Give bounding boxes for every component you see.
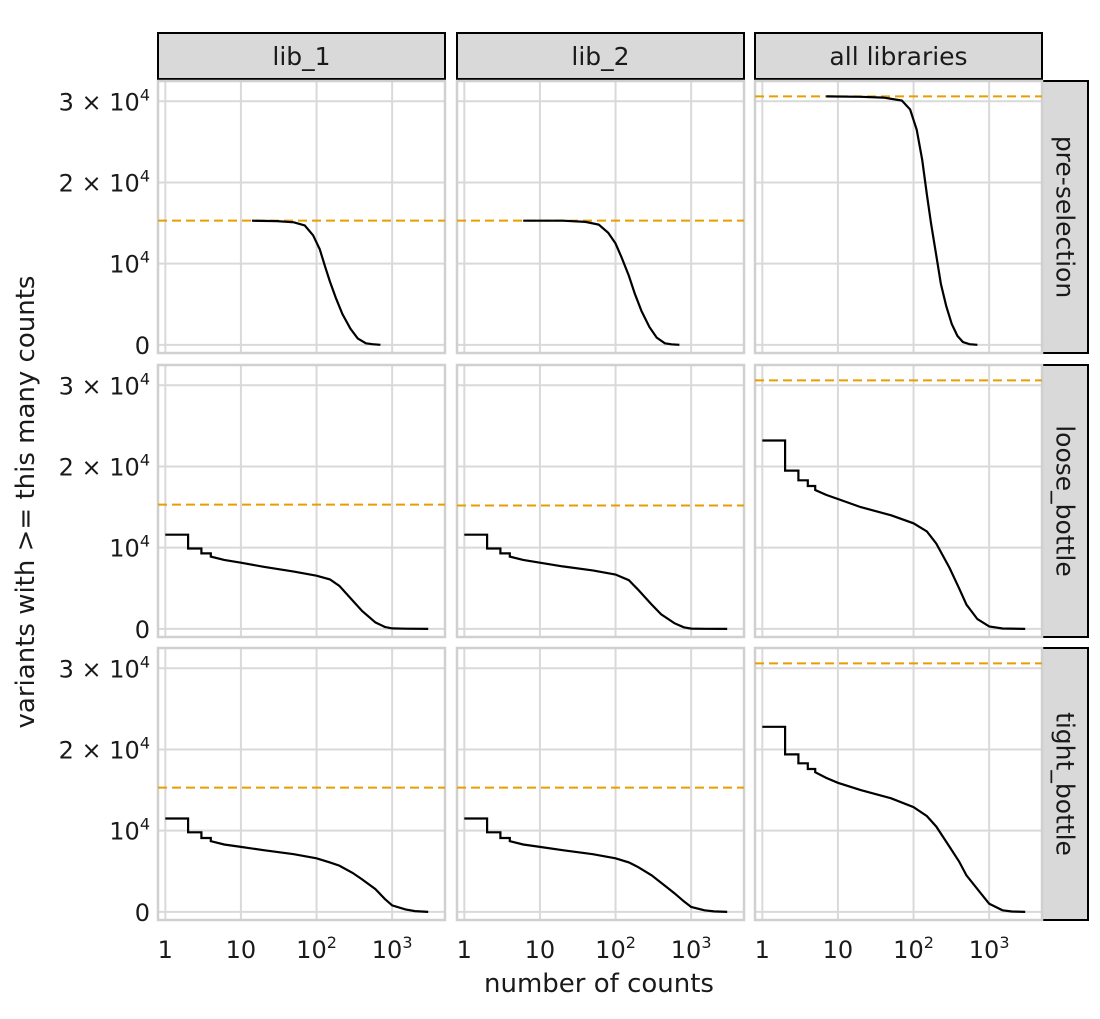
- x-tick-label: 103: [372, 933, 413, 964]
- cumulative-count-curve: [464, 817, 728, 913]
- cumulative-count-curve: [165, 533, 429, 630]
- x-tick-label: 10: [525, 936, 556, 964]
- y-tick-label: 0: [135, 899, 150, 927]
- y-tick-label: 2 × 104: [59, 166, 150, 197]
- x-tick-label: 1: [457, 936, 472, 964]
- x-axis-title: number of counts: [484, 969, 714, 999]
- y-tick-label: 3 × 104: [59, 85, 150, 116]
- x-tick-label: 1: [158, 936, 173, 964]
- row-strip-label: loose_bottle: [1051, 425, 1080, 577]
- cumulative-count-curve: [464, 533, 728, 630]
- row-strip-label: pre-selection: [1051, 136, 1080, 298]
- panel-border: [753, 646, 1044, 922]
- panel-border: [156, 79, 447, 355]
- panel-border: [455, 79, 746, 355]
- panel-lib-1-loose-bottle: [156, 363, 447, 639]
- y-tick-label: 0: [135, 332, 150, 360]
- column-strip-lib-2: [456, 32, 745, 80]
- panel-border: [455, 363, 746, 639]
- column-strip-label: lib_1: [272, 42, 330, 71]
- cumulative-count-curve: [762, 725, 1026, 913]
- y-tick-label: 104: [109, 815, 150, 846]
- panel-all-libraries-tight-bottle: [753, 646, 1044, 922]
- panel-all-libraries-pre-selection: [753, 79, 1044, 355]
- column-strip-label: all libraries: [829, 42, 967, 71]
- x-tick-label: 10: [226, 936, 257, 964]
- x-tick-label: 103: [671, 933, 712, 964]
- y-axis-title: variants with >= this many counts: [11, 276, 41, 729]
- panel-lib-2-loose-bottle: [455, 363, 746, 639]
- y-tick-label: 2 × 104: [59, 733, 150, 764]
- cumulative-count-curve: [826, 95, 978, 346]
- y-tick-label: 3 × 104: [59, 369, 150, 400]
- column-strip-all-libraries: [754, 32, 1043, 80]
- x-tick-label: 102: [595, 933, 636, 964]
- x-tick-label: 1: [755, 936, 770, 964]
- panel-border: [156, 646, 447, 922]
- panel-all-libraries-loose-bottle: [753, 363, 1044, 639]
- y-tick-label: 0: [135, 616, 150, 644]
- y-tick-label: 104: [109, 532, 150, 563]
- cumulative-count-curve: [165, 817, 429, 913]
- panel-lib-2-pre-selection: [455, 79, 746, 355]
- panel-border: [455, 646, 746, 922]
- row-strip-loose-bottle: [1041, 364, 1089, 638]
- cumulative-count-curve: [762, 439, 1026, 630]
- column-strip-label: lib_2: [571, 42, 629, 71]
- panel-border: [156, 363, 447, 639]
- x-tick-label: 10: [823, 936, 854, 964]
- panel-border: [753, 363, 1044, 639]
- cumulative-count-curve: [523, 219, 680, 346]
- x-tick-label: 102: [893, 933, 934, 964]
- panel-lib-1-tight-bottle: [156, 646, 447, 922]
- column-strip-lib-1: [157, 32, 446, 80]
- x-tick-label: 102: [296, 933, 337, 964]
- row-strip-label: tight_bottle: [1051, 712, 1080, 856]
- y-tick-label: 3 × 104: [59, 652, 150, 683]
- panel-border: [753, 79, 1044, 355]
- cumulative-count-curve: [251, 219, 381, 346]
- y-tick-label: 104: [109, 248, 150, 279]
- panel-lib-1-pre-selection: [156, 79, 447, 355]
- x-tick-label: 103: [969, 933, 1010, 964]
- panel-lib-2-tight-bottle: [455, 646, 746, 922]
- y-tick-label: 2 × 104: [59, 450, 150, 481]
- row-strip-pre-selection: [1041, 80, 1089, 354]
